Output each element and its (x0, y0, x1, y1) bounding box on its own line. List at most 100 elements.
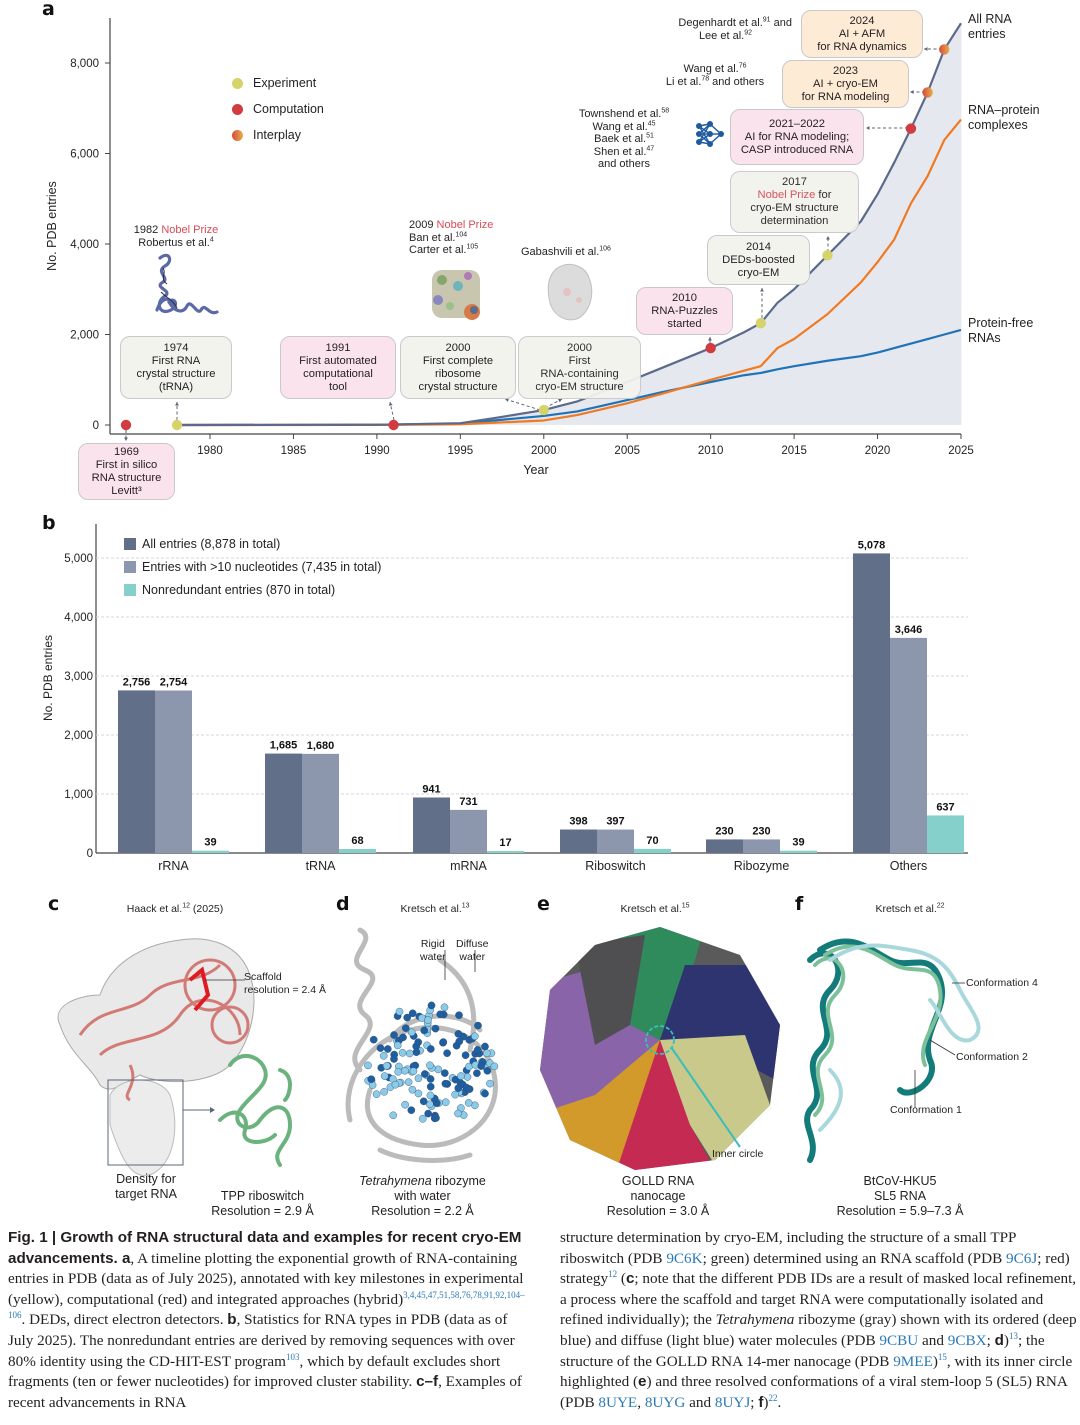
milestone-line: 1991 (325, 341, 351, 354)
panel-e-citation: Kretsch et al.15 (600, 903, 710, 916)
rigid-water-dot (436, 1010, 444, 1019)
diffuse-water-dot (434, 1065, 442, 1074)
caption-bold: c (625, 1270, 635, 1288)
rigid-water-dot (454, 1030, 463, 1038)
legend-label: Interplay (253, 128, 301, 142)
milestone-connector (504, 398, 541, 411)
caption-text: ) (763, 1393, 769, 1411)
diffuse-water-dot (394, 1067, 402, 1076)
milestone-line: 2023 (833, 64, 858, 77)
x-tick-label: 2025 (948, 445, 974, 457)
conformation-1-label: Conformation 1 (890, 1104, 962, 1116)
legend-swatch-icon (124, 561, 136, 573)
rigid-water-dot (455, 1037, 463, 1046)
citation-author: Kretsch et al. (875, 903, 937, 915)
milestone-line: First complete (422, 354, 494, 367)
rigid-water-dot (402, 1024, 410, 1032)
milestone-line: 1974 (163, 341, 189, 354)
citation-line: Wang et al.76 (660, 62, 770, 76)
caption-text: structure determination by cryo-EM, incl… (560, 1229, 1016, 1267)
milestone-marker-computation (120, 419, 132, 431)
pdb-link[interactable]: 8UYG (644, 1393, 686, 1411)
interplay-dot-icon (232, 129, 243, 141)
experiment-dot-icon (232, 77, 243, 89)
caption-bold: f (758, 1393, 764, 1411)
diffuse-water-dot (418, 1114, 427, 1123)
bar-value-label: 68 (351, 835, 363, 847)
rigid-water-dot (408, 1009, 417, 1018)
bar-trna-2 (339, 848, 376, 853)
pdb-link[interactable]: 9MEE (893, 1352, 933, 1370)
rigid-water-dot (441, 1079, 450, 1088)
reference-link[interactable]: 3,4,45,47,51,58,76,78,91,92,104–106 (8, 1289, 525, 1321)
milestone-line: AI + cryo-EM (813, 77, 878, 90)
caption-bold: c–f (416, 1373, 439, 1391)
rigid-water-dot (473, 1046, 482, 1054)
reference-link[interactable]: 103 (286, 1351, 300, 1362)
annotation-line: Diffuse (456, 938, 489, 950)
caption-line: Tetrahymena ribozyme (345, 1174, 500, 1189)
arrowhead-icon (708, 337, 712, 341)
milestone-line: AI for RNA modeling; (744, 130, 850, 143)
rna-type-bar-chart: 0 1,000 2,000 3,000 4,000 5,000 No. PDB entrie… (41, 524, 968, 873)
citation-line: and others (574, 158, 674, 171)
pdb-link[interactable]: 9C6K (666, 1249, 703, 1267)
milestone-2017: 2017 Nobel Prize for cryo-EM structure d… (730, 171, 859, 233)
diffuse-water-dot (441, 1098, 450, 1106)
x-tick-label: 1980 (197, 445, 223, 457)
caption-bold: d (994, 1331, 1004, 1349)
citation-suffix: (2025) (189, 903, 224, 915)
caption-text: , which by default excludes short fragme… (8, 1352, 501, 1391)
rigid-water-dot (441, 1069, 449, 1077)
series-label-rna-protein: RNA–protein complexes (968, 103, 1040, 133)
pdb-link[interactable]: 9CBU (879, 1331, 919, 1349)
caption-line: GOLLD RNA (621, 1174, 695, 1188)
diffuse-water-dot (372, 1090, 381, 1098)
rigid-water-dot (443, 1049, 451, 1057)
y-tick-label: 2,000 (64, 730, 93, 742)
category-label: Riboswitch (585, 859, 645, 873)
bar-trna-0 (265, 753, 302, 853)
diffuse-water-dot (405, 1049, 414, 1058)
citation-author: Gabashvili et al. (521, 246, 600, 258)
rigid-water-dot (369, 1035, 378, 1044)
bar-value-label: 2,754 (160, 677, 188, 689)
citation-author: Townshend et al. (578, 108, 662, 120)
milestone-line: 2021–2022 (769, 117, 825, 130)
figure-caption-col2: structure determination by cryo-EM, incl… (560, 1228, 1080, 1413)
reference-link[interactable]: 13 (1008, 1330, 1018, 1341)
caption-text: and (918, 1331, 948, 1349)
bar-value-label: 17 (499, 837, 511, 849)
caption-text: , Examples of recent advancements in RNA (8, 1373, 522, 1411)
area-edge (959, 23, 962, 425)
reference-link[interactable]: 22 (768, 1392, 778, 1403)
conformation-4-label: Conformation 4 (966, 977, 1038, 989)
density-caption: Density for target RNA (100, 1172, 192, 1202)
pdb-link[interactable]: 9C6J (1006, 1249, 1038, 1267)
milestone-2021-2022: 2021–2022 AI for RNA modeling; CASP intr… (730, 109, 864, 165)
rigid-water-dot (399, 1033, 407, 1042)
milestone-line: 2014 (746, 240, 771, 253)
reference-link[interactable]: 12 (608, 1269, 618, 1280)
milestone-text: for (815, 189, 832, 201)
bar-value-label: 5,078 (858, 539, 886, 551)
scaffold-density-image (57, 938, 293, 1177)
caption-line: target RNA (115, 1187, 177, 1201)
annotation-line: water (420, 950, 446, 963)
pdb-link[interactable]: 9CBX (947, 1331, 987, 1349)
reference-link[interactable]: 15 (937, 1351, 947, 1362)
y-tick-label: 4,000 (64, 612, 93, 624)
pdb-link[interactable]: 8UYE (598, 1393, 638, 1411)
caption-line: Resolution = 2.2 Å (371, 1204, 474, 1218)
diffuse-water-dot (457, 1072, 465, 1080)
category-label: Ribozyme (734, 859, 790, 873)
milestone-marker-experiment (822, 250, 833, 261)
milestone-line: 1969 (114, 445, 139, 458)
pdb-link[interactable]: 8UYJ (714, 1393, 751, 1411)
milestone-line: First (568, 354, 591, 367)
caption-bold: e (638, 1373, 647, 1391)
caption-text: , A timeline plotting the exponential gr… (8, 1249, 524, 1308)
arrowhead-icon (505, 398, 509, 402)
caption-italic: Tetrahymena (715, 1311, 795, 1329)
caption-line: Resolution = 2.9 Å (211, 1204, 314, 1218)
